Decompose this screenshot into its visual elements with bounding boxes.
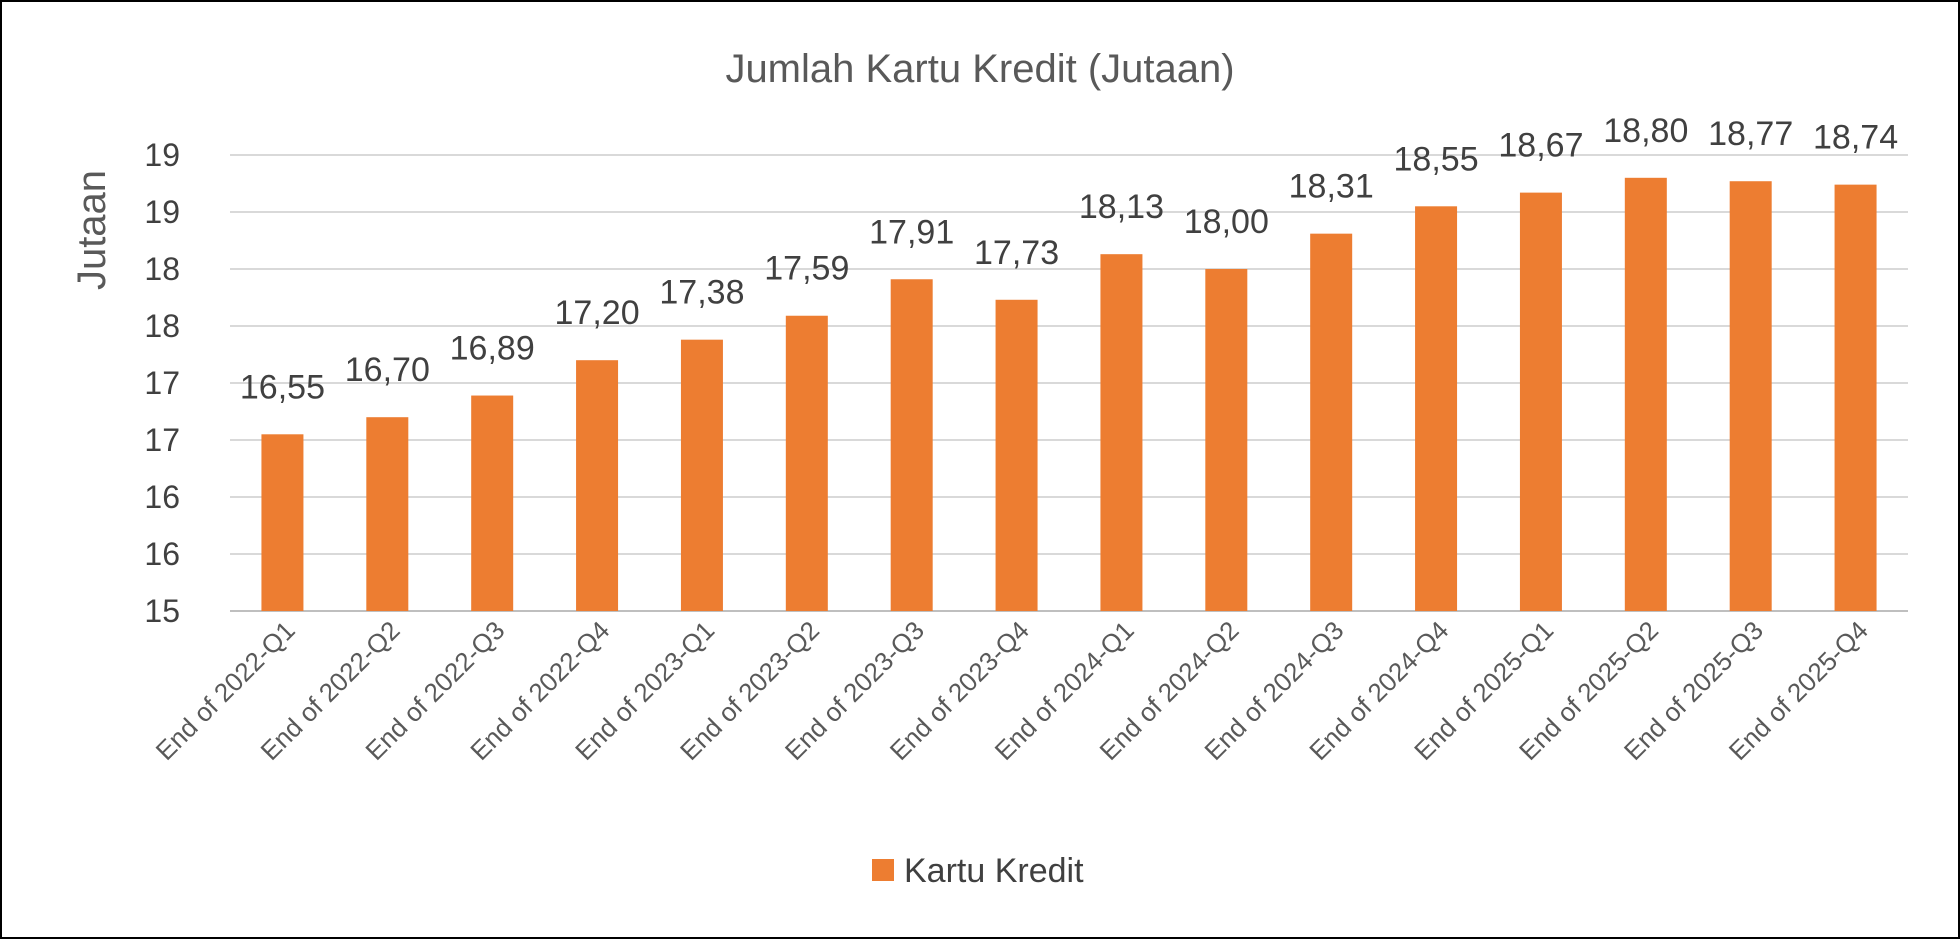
data-label: 18,67	[1498, 127, 1583, 165]
bar	[680, 339, 723, 611]
data-label: 17,73	[974, 234, 1059, 272]
y-axis-title: Jutaan	[70, 170, 114, 290]
data-label: 18,31	[1289, 168, 1374, 206]
data-labels: 16,55 16,70 16,89 17,20 17,38 17,59 17,91 17,73…	[240, 112, 1898, 406]
bar	[995, 299, 1038, 611]
legend-label: Kartu Kredit	[904, 852, 1084, 890]
y-tick-label: 15	[144, 593, 180, 629]
chart-title: Jumlah Kartu Kredit (Jutaan)	[725, 47, 1234, 91]
data-label: 17,20	[555, 294, 640, 332]
data-label: 18,74	[1813, 119, 1898, 157]
bar	[1834, 184, 1877, 611]
data-label: 17,38	[659, 274, 744, 312]
legend-swatch	[872, 859, 894, 881]
bar	[785, 315, 828, 611]
data-label: 16,55	[240, 368, 325, 406]
bar	[1205, 269, 1248, 611]
y-tick-label: 16	[144, 536, 180, 572]
legend: Kartu Kredit	[872, 852, 1084, 890]
bar	[261, 434, 304, 611]
bar	[890, 279, 933, 611]
bar	[1519, 192, 1562, 611]
y-tick-label: 18	[144, 251, 180, 287]
bars	[261, 177, 1877, 612]
data-label: 18,80	[1603, 112, 1688, 150]
y-tick-label: 19	[144, 194, 180, 230]
data-label: 16,70	[345, 351, 430, 389]
y-axis-ticks: 15 16 16 17 17 18 18 19 19	[144, 137, 180, 629]
bar	[576, 360, 619, 611]
data-label: 18,55	[1394, 140, 1479, 178]
y-tick-label: 19	[144, 137, 180, 173]
data-label: 18,77	[1708, 115, 1793, 153]
bar	[366, 417, 409, 611]
data-label: 16,89	[450, 330, 535, 368]
y-tick-label: 18	[144, 308, 180, 344]
data-label: 18,13	[1079, 188, 1164, 226]
data-label: 17,91	[869, 213, 954, 251]
bar	[1624, 177, 1667, 612]
bar	[1415, 206, 1458, 612]
bar	[1729, 181, 1772, 611]
bar	[1100, 254, 1143, 611]
bar	[1310, 233, 1353, 611]
y-tick-label: 16	[144, 479, 180, 515]
y-tick-label: 17	[144, 422, 180, 458]
y-tick-label: 17	[144, 365, 180, 401]
bar	[471, 395, 514, 611]
data-label: 18,00	[1184, 203, 1269, 241]
data-label: 17,59	[764, 250, 849, 288]
